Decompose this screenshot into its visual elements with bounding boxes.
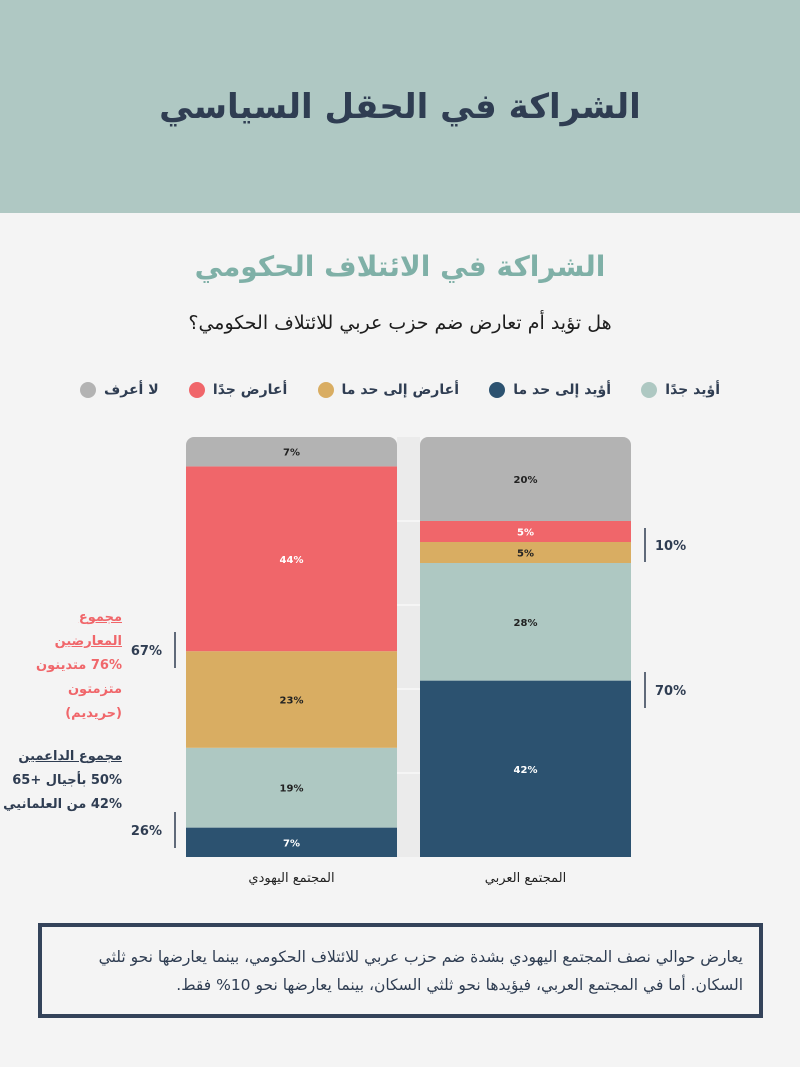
legend-item: أؤيد إلى حد ما (489, 382, 611, 398)
stacked-bar-chart: 7% 19% 23% 44% 7% المجتمع اليهودي 42% 28% 5% 5% 20… (131, 437, 686, 886)
bar-segment (420, 437, 631, 521)
data-label: 42% (514, 765, 538, 776)
bracket-total: 10% (655, 539, 686, 554)
summary-text: يعارض حوالي نصف المجتمع اليهودي بشدة ضم … (98, 947, 743, 994)
bar-0: 7% 19% 23% 44% 7% (186, 437, 397, 857)
legend-item: لا أعرف (80, 382, 159, 398)
bracket-total: 67% (131, 644, 162, 659)
summary-box: يعارض حوالي نصف المجتمع اليهودي بشدة ضم … (38, 923, 763, 1018)
bar-gap (397, 437, 420, 857)
support-note-title: مجموع الداعمين (18, 749, 122, 764)
legend-label: أؤيد جدًا (665, 382, 720, 398)
oppose-note: مجموع المعارضين 76% متدينون متزمتون (حري… (10, 606, 122, 726)
bar-segment (186, 651, 397, 748)
legend-swatch (317, 382, 334, 398)
support-note-detail-1: 50% بأجيال +65 (12, 773, 122, 788)
support-note: مجموع الداعمين 50% بأجيال +65 42% من الع… (0, 745, 122, 817)
bar-1: 42% 28% 5% 5% 20% (420, 437, 631, 857)
bar-segment (186, 827, 397, 857)
legend: لا أعرف أعارض جدًا أعارض إلى حد ما أؤيد إلى… (80, 382, 720, 398)
support-note-detail-2: 42% من العلمانيي (3, 797, 122, 812)
legend-swatch (641, 382, 658, 398)
legend-label: أعارض جدًا (212, 382, 288, 398)
legend-label: أؤيد إلى حد ما (513, 382, 612, 398)
legend-swatch (188, 382, 205, 398)
legend-item: أعارض إلى حد ما (317, 382, 459, 398)
legend-swatch (489, 382, 506, 398)
bar-segment (186, 437, 397, 467)
header: الشراكة في الحقل السياسي (0, 0, 800, 213)
legend-label: أعارض إلى حد ما (341, 382, 459, 398)
bracket-total: 26% (131, 824, 162, 839)
chart-question: هل تؤيد أم تعارض ضم حزب عربي للائتلاف ال… (188, 312, 612, 334)
bar-segment (420, 542, 631, 563)
data-label: 23% (280, 696, 304, 707)
category-label: المجتمع اليهودي (248, 871, 334, 886)
data-label: 20% (514, 475, 538, 486)
data-label: 19% (280, 784, 304, 795)
data-label: 7% (283, 838, 300, 849)
legend-item: أؤيد جدًا (641, 382, 720, 398)
data-label: 5% (517, 549, 534, 560)
oppose-note-detail: 76% متدينون متزمتون (حريديم) (36, 658, 122, 721)
bar-segment (186, 466, 397, 652)
chart-title: الشراكة في الائتلاف الحكومي (194, 250, 606, 283)
oppose-note-title: مجموع المعارضين (54, 610, 122, 649)
bar-segment (420, 680, 631, 857)
data-label: 44% (280, 555, 304, 566)
bar-segment (420, 521, 631, 542)
legend-item: أعارض جدًا (188, 382, 288, 398)
category-label: المجتمع العربي (485, 871, 566, 886)
legend-label: لا أعرف (104, 382, 159, 398)
bar-segment (420, 563, 631, 681)
legend-swatch (80, 382, 97, 398)
bracket-total: 70% (655, 684, 686, 699)
data-label: 7% (283, 448, 300, 459)
page-title: الشراكة في الحقل السياسي (159, 86, 641, 127)
data-label: 5% (517, 528, 534, 539)
data-label: 28% (514, 618, 538, 629)
bar-segment (186, 747, 397, 828)
